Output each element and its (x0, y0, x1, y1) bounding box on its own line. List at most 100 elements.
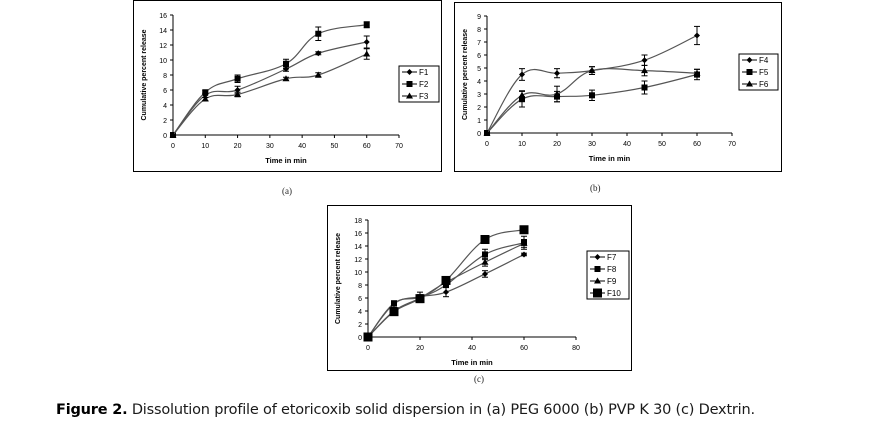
y-tick-label: 16 (354, 231, 362, 238)
y-tick-label: 4 (358, 309, 362, 316)
x-tick-label: 0 (171, 143, 175, 150)
data-point-F7 (482, 270, 488, 277)
legend-marker-F4 (746, 57, 753, 63)
series-line-F3 (172, 53, 367, 136)
data-point-F2 (363, 21, 370, 28)
data-point-F4 (519, 71, 525, 78)
y-tick-label: 12 (159, 43, 167, 50)
series-F7 (365, 251, 527, 340)
panel-label-a: (a) (282, 186, 292, 196)
data-point-F1 (363, 39, 370, 45)
legend-label: F9 (607, 277, 617, 286)
data-point-F3 (169, 131, 177, 138)
x-tick-label: 70 (395, 143, 403, 150)
legend-label: F8 (607, 265, 617, 274)
data-point-F6 (483, 129, 491, 136)
chart-c-frame: 0 2 4 6 8 10 12 14 16 18 0 20 40 60 80 Time in min Cumul… (327, 205, 632, 371)
data-point-F4 (641, 57, 648, 64)
legend-marker-F1 (406, 69, 413, 75)
x-tick-label: 30 (588, 141, 596, 148)
series-line-F2 (172, 24, 367, 136)
y-tick-label: 2 (163, 118, 167, 125)
y-tick-label: 4 (163, 103, 167, 110)
chart-b-frame: 0 1 2 3 4 5 6 7 8 9 0 10 20 30 40 50 60 70 Time in min Cumu… (454, 2, 782, 172)
x-tick-label: 40 (468, 345, 476, 352)
y-tick-label: 4 (477, 79, 481, 86)
data-point-F4 (554, 70, 560, 77)
legend-marker-F2 (406, 81, 413, 87)
data-point-F1 (234, 87, 241, 93)
y-tick-label: 12 (354, 257, 362, 264)
y-axis-label: Cumulative percent release (462, 29, 469, 120)
series-F1 (170, 35, 370, 138)
x-tick-label: 70 (728, 141, 736, 148)
y-tick-label: 0 (358, 335, 362, 342)
legend-marker-F3 (406, 92, 413, 99)
data-point-F3 (201, 95, 209, 102)
x-axis-label: Time in min (451, 358, 493, 367)
x-tick-label: 60 (693, 141, 701, 148)
legend-label: F5 (759, 68, 769, 77)
x-tick-label: 20 (234, 143, 242, 150)
data-point-F3 (314, 71, 322, 78)
data-point-F7 (443, 289, 449, 296)
data-point-F8 (391, 300, 397, 307)
legend-label: F1 (419, 68, 429, 77)
panel-label-b: (b) (590, 183, 601, 193)
panel-label-c: (c) (474, 374, 484, 384)
x-tick-label: 30 (266, 143, 274, 150)
data-point-F10 (441, 275, 451, 285)
data-point-F8 (482, 251, 488, 258)
legend-label: F3 (419, 92, 429, 101)
data-point-F10 (519, 225, 529, 235)
data-point-F3 (234, 91, 242, 97)
legend-marker-F8 (594, 266, 601, 272)
legend-marker-F9 (594, 277, 601, 284)
x-tick-label: 60 (520, 345, 528, 352)
x-tick-label: 50 (658, 141, 666, 148)
series-line-F4 (486, 34, 698, 134)
data-point-F3 (363, 50, 371, 57)
y-axis-label: Cumulative percent release (335, 233, 342, 324)
figure-caption-label: Figure 2. (56, 402, 128, 418)
x-tick-label: 20 (416, 345, 424, 352)
x-tick-label: 20 (553, 141, 561, 148)
data-point-F10 (480, 235, 490, 244)
legend-marker-F7 (594, 254, 601, 260)
x-tick-label: 80 (572, 345, 580, 352)
x-axis-label: Time in min (265, 156, 307, 165)
legend-label: F4 (759, 56, 769, 65)
series-line-F1 (172, 41, 367, 136)
legend-marker-F5 (746, 69, 753, 75)
series-F2 (170, 21, 370, 138)
y-tick-label: 6 (163, 88, 167, 95)
data-point-F6 (518, 91, 526, 98)
data-point-F7 (521, 251, 527, 258)
data-point-F9 (520, 239, 528, 246)
y-tick-label: 16 (159, 13, 167, 20)
y-tick-label: 9 (477, 14, 481, 21)
y-tick-label: 0 (163, 133, 167, 140)
data-point-F9 (481, 258, 489, 265)
series-line-F5 (486, 73, 698, 134)
chart-b: 0 1 2 3 4 5 6 7 8 9 0 10 20 30 40 50 60 70 Time in min Cumu… (462, 14, 779, 163)
data-point-F5 (589, 92, 595, 99)
chart-a: 0 2 4 6 8 10 12 14 16 0 10 20 30 40 50 60 70 Time in min C… (141, 13, 440, 165)
legend-label: F6 (759, 80, 769, 89)
y-tick-label: 14 (354, 244, 362, 251)
data-point-F2 (234, 75, 241, 82)
legend-label: F2 (419, 80, 429, 89)
data-point-F6 (641, 67, 648, 74)
data-point-F1 (315, 50, 322, 57)
legend-marker-F10 (593, 288, 602, 298)
legend-label: F7 (607, 253, 617, 262)
data-point-F5 (641, 84, 648, 91)
data-point-F2 (283, 60, 289, 67)
data-point-F6 (553, 90, 561, 97)
y-tick-label: 1 (477, 118, 481, 125)
y-tick-label: 6 (358, 296, 362, 303)
data-point-F6 (693, 69, 701, 76)
data-point-F6 (588, 67, 596, 74)
y-tick-label: 5 (477, 66, 481, 73)
x-tick-label: 40 (623, 141, 631, 148)
